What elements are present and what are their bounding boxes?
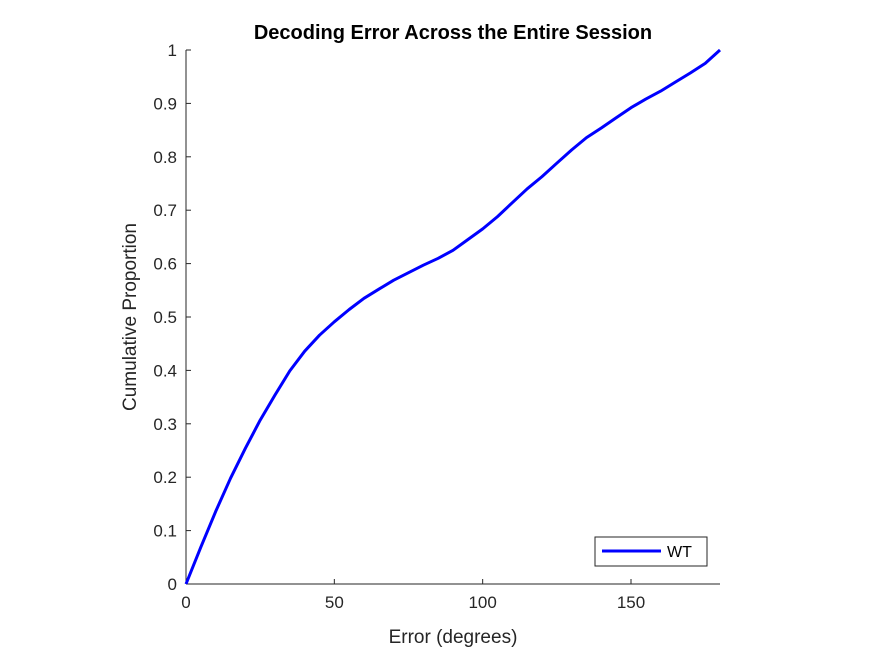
y-axis-label: Cumulative Proportion	[120, 223, 141, 411]
y-tick-label: 1	[168, 41, 177, 60]
plot-area: 0 50 100 150 0 0.1 0.2 0.3 0.4 0.5 0.6 0.7 0.8 0.9 1	[153, 41, 722, 612]
y-tick-label: 0	[168, 575, 177, 594]
x-tick-label: 0	[181, 593, 190, 612]
y-tick-label: 0.7	[153, 201, 177, 220]
y-tick-label: 0.4	[153, 361, 177, 380]
y-tick-label: 0.6	[153, 255, 177, 274]
x-tick-label: 50	[325, 593, 344, 612]
y-tick-label: 0.3	[153, 415, 177, 434]
legend: WT	[594, 536, 708, 567]
legend-label-wt: WT	[667, 544, 692, 561]
x-tick-label: 100	[468, 593, 496, 612]
y-tick-label: 0.9	[153, 94, 177, 113]
x-tick-label: 150	[617, 593, 645, 612]
y-tick-label: 0.8	[153, 148, 177, 167]
x-axis-ticks: 0 50 100 150	[181, 579, 645, 612]
series-layer	[184, 48, 722, 585]
y-tick-label: 0.5	[153, 308, 177, 327]
y-tick-label: 0.1	[153, 522, 177, 541]
series-line-wt	[184, 48, 722, 585]
x-axis-label: Error (degrees)	[389, 627, 518, 648]
y-tick-label: 0.2	[153, 468, 177, 487]
chart-title: Decoding Error Across the Entire Session	[254, 22, 652, 44]
y-axis-ticks: 0 0.1 0.2 0.3 0.4 0.5 0.6 0.7 0.8 0.9 1	[153, 41, 191, 594]
